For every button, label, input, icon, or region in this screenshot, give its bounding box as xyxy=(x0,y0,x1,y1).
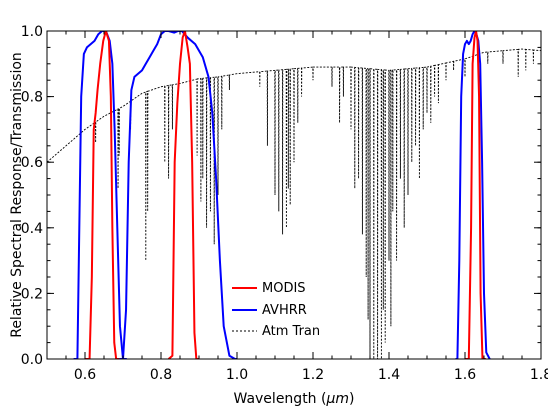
y-tick-label: 0.8 xyxy=(21,90,43,106)
y-axis-ticks: 0.0 0.2 0.4 0.6 0.8 1.0 xyxy=(21,24,541,368)
legend-label-avhrr: AVHRR xyxy=(262,303,307,318)
x-axis-label: Wavelength (μm) xyxy=(234,391,355,407)
x-tick-label: 1.0 xyxy=(226,367,248,383)
y-tick-label: 0.0 xyxy=(21,352,43,368)
legend: MODIS AVHRR Atm Tran xyxy=(232,281,320,339)
y-tick-label: 0.4 xyxy=(21,221,43,237)
legend-label-modis: MODIS xyxy=(262,281,306,296)
series-line-avhrr-band-3 xyxy=(455,31,491,359)
series-line-modis-band-2 xyxy=(167,31,199,359)
x-tick-label: 1.4 xyxy=(378,367,400,383)
y-tick-label: 0.2 xyxy=(21,286,43,302)
x-tick-label: 1.2 xyxy=(302,367,324,383)
series-line-avhrr-band-2 xyxy=(119,31,237,359)
series-line-avhrr-band-1 xyxy=(73,31,127,359)
x-tick-label: 0.8 xyxy=(150,367,172,383)
x-tick-label: 0.6 xyxy=(74,367,96,383)
legend-label-atm-tran: Atm Tran xyxy=(262,324,320,339)
series-layer xyxy=(47,31,541,359)
series-line-modis-band-1 xyxy=(85,31,120,359)
series-line-modis-band-3 xyxy=(465,31,486,359)
series-line-atm-tran xyxy=(47,48,541,359)
x-tick-label: 1.8 xyxy=(530,367,548,383)
y-tick-label: 1.0 xyxy=(21,24,43,40)
x-axis-ticks: 0.6 0.8 1.0 1.2 1.4 1.6 1.8 xyxy=(46,31,548,383)
y-tick-label: 0.6 xyxy=(21,155,43,171)
y-axis-label: Relative Spectral Response/Transmission xyxy=(9,52,25,338)
x-tick-label: 1.6 xyxy=(454,367,476,383)
